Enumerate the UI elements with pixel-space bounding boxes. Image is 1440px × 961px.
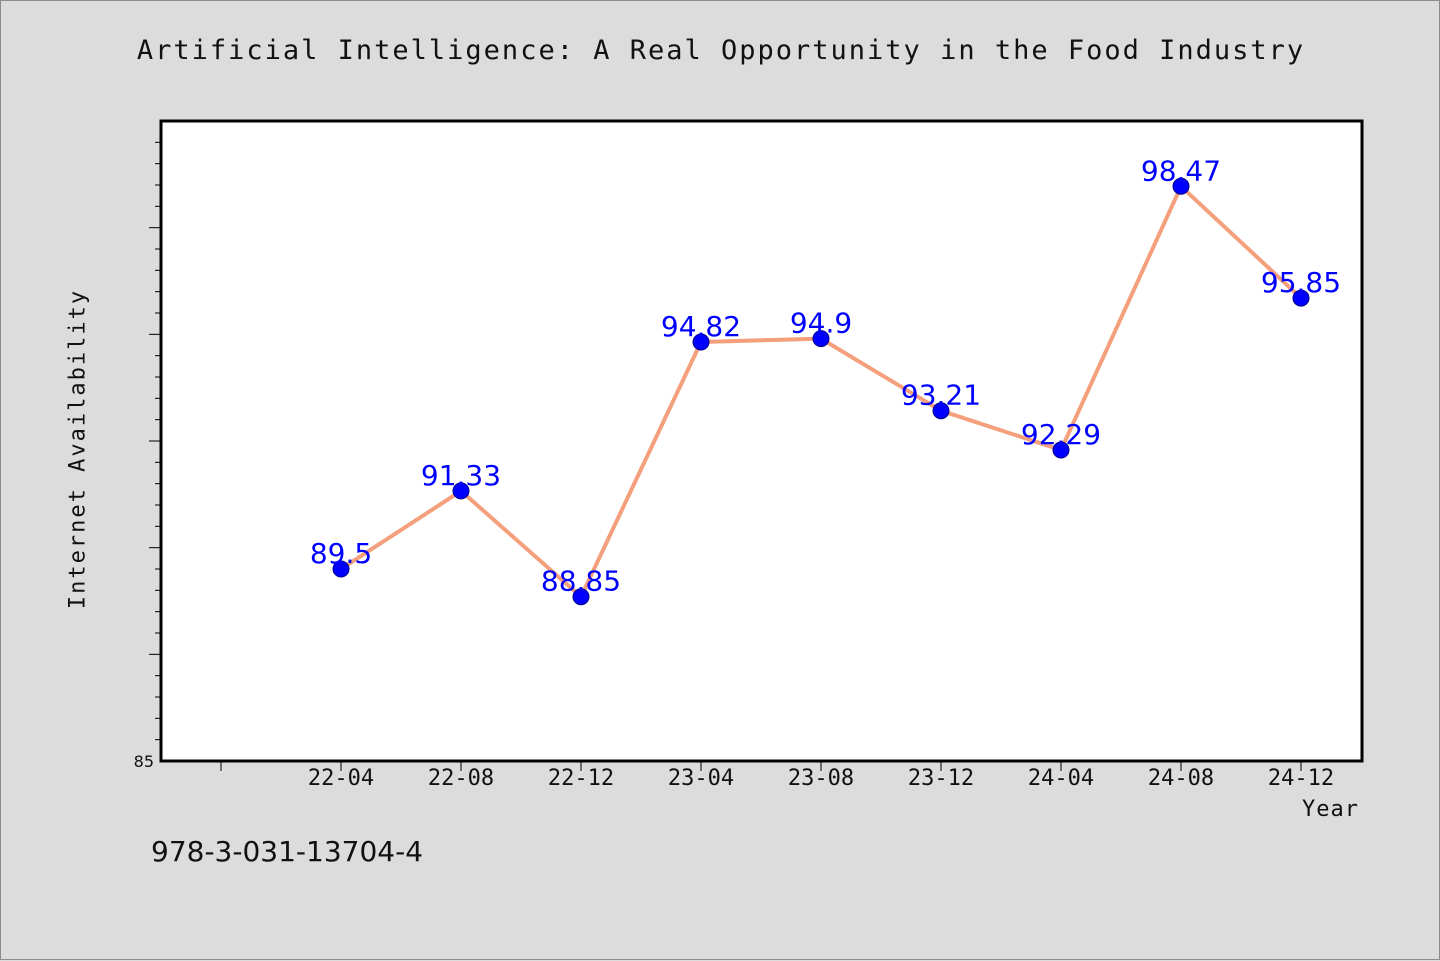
data-label: 94.9 [790,307,852,340]
data-label: 95.85 [1261,266,1341,299]
x-tick-label: 22-12 [548,766,614,791]
data-point [332,560,350,578]
data-point [1172,177,1190,195]
data-label: 98.47 [1141,154,1221,187]
x-tick-label: 24-04 [1028,766,1094,791]
isbn-footer: 978-3-031-13704-4 [151,835,424,868]
x-tick-label: 23-04 [668,766,734,791]
chart-title: Artificial Intelligence: A Real Opportun… [136,35,1306,66]
data-point [932,402,950,420]
x-tick-label: 23-08 [788,766,854,791]
data-label: 88.85 [541,565,621,598]
data-point [812,330,830,348]
data-point [1052,441,1070,459]
x-axis-label: Year [1302,797,1359,822]
data-point [692,333,710,351]
x-tick-label: 24-08 [1148,766,1214,791]
data-point [572,588,590,606]
y-tick-label: 85 [134,752,154,771]
data-label: 92.29 [1021,418,1101,451]
x-tick-label: 22-08 [428,766,494,791]
data-label: 89.5 [310,537,372,570]
x-tick-label: 24-12 [1268,766,1334,791]
data-label: 93.21 [901,379,981,412]
data-point [452,482,470,500]
plot-frame [159,119,1364,763]
x-tick-label: 23-12 [908,766,974,791]
data-label: 94.82 [661,310,741,343]
data-label: 91.33 [421,459,501,492]
x-tick-label: 22-04 [308,766,374,791]
data-point [1292,289,1310,307]
